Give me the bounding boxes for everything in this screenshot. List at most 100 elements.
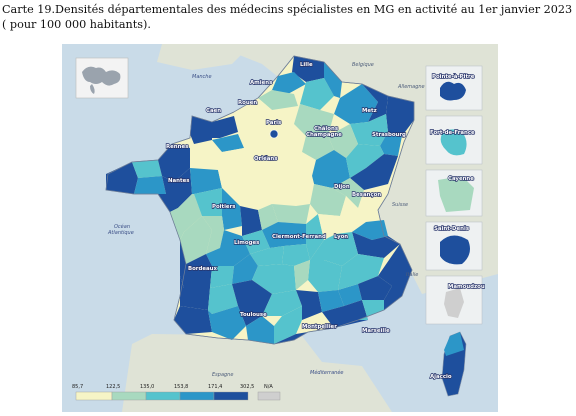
legend-break-3: 135,0 <box>140 384 154 390</box>
region-ardennes <box>324 62 342 98</box>
inset-label-pointe-a-pitre: Pointe-à-Pitre <box>432 73 475 80</box>
region-manche <box>190 116 212 144</box>
region-finistere <box>106 162 138 194</box>
region-dordogne <box>206 230 250 266</box>
map-legend: 85,7 122,5 135,0 153,8 171,4 302,5 N/A <box>72 384 281 401</box>
region-pyrenees-orientales <box>274 332 308 344</box>
inset-label-cayenne: Cayenne <box>448 176 474 182</box>
region-hautes-pyrenees <box>208 306 246 340</box>
city-label-lille: Lille <box>300 62 313 68</box>
legend-break-5: 171,4 <box>208 384 222 390</box>
city-label-bordeaux: Bordeaux <box>188 266 217 272</box>
region-pas-de-calais <box>272 72 306 94</box>
region-tarn <box>262 290 302 316</box>
region-allier <box>272 204 310 224</box>
region-alpes-haute-provence <box>358 276 392 300</box>
region-yonne <box>280 148 316 176</box>
region-haute-garonne <box>232 280 272 326</box>
corsica-north <box>444 332 464 356</box>
region-puy-de-dome <box>262 222 306 248</box>
region-landes <box>180 276 210 310</box>
region-centre <box>218 144 296 206</box>
legend-swatch-5 <box>213 391 249 401</box>
region-jura <box>332 178 364 208</box>
region-lozere <box>294 260 310 290</box>
inset-guyane-shape <box>438 176 474 212</box>
region-charente-maritime <box>180 216 212 264</box>
legend-break-4: 153,8 <box>174 384 188 390</box>
legend-swatch-3 <box>145 391 181 401</box>
region-cantal <box>250 246 284 266</box>
region-gironde <box>180 240 212 288</box>
region-aisne <box>300 78 334 110</box>
city-label-dijon: Dijon <box>334 184 350 190</box>
region-var <box>358 300 384 320</box>
region-hautes-alpes <box>338 254 384 290</box>
region-gard <box>318 290 344 312</box>
sea-label-ocean-line2: Atlantique <box>107 230 134 236</box>
overseas-insets: Pointe-à-Pitre Fort-de-France Cayenne Sa… <box>425 65 486 325</box>
region-creuse <box>258 204 278 230</box>
inset-guadeloupe-shape <box>440 81 466 101</box>
country-label-italie: Italie <box>406 272 418 278</box>
region-vosges <box>350 114 388 146</box>
city-label-orleans: Orléans <box>254 155 277 162</box>
region-herault <box>296 290 322 320</box>
city-label-besancon: Besançon <box>352 192 381 198</box>
city-label-limoges: Limoges <box>234 240 259 246</box>
region-mayenne <box>190 144 214 168</box>
region-aude <box>274 306 302 344</box>
region-loire-atlantique <box>158 168 192 212</box>
region-ille-vilaine <box>158 144 190 182</box>
region-haut-rhin <box>380 132 402 156</box>
region-gers <box>208 284 238 314</box>
region-moselle <box>362 84 388 122</box>
legend-break-1: 85,7 <box>72 384 83 390</box>
city-label-clermont: Clermont-Ferrand <box>272 234 326 240</box>
inset-mayotte-shape <box>444 288 464 318</box>
region-drome-ardeche <box>308 240 342 292</box>
region-bas-rhin <box>386 96 414 136</box>
region-loire <box>306 214 324 260</box>
region-savoie <box>352 232 400 258</box>
inset-martinique-shape <box>440 129 467 156</box>
region-vaucluse <box>338 284 362 306</box>
city-label-metz: Metz <box>362 108 377 114</box>
city-label-chalons-line2: Champagne <box>306 132 342 138</box>
city-label-paris: Paris <box>266 120 281 126</box>
legend-break-6: 302,5 <box>240 384 254 390</box>
city-label-chalons-line1: Châlons <box>314 125 338 132</box>
legend-swatch-1 <box>75 391 113 401</box>
city-label-strasbourg: Strasbourg <box>372 132 406 138</box>
city-label-toulouse: Toulouse <box>240 312 267 318</box>
legend-break-2: 122,5 <box>106 384 120 390</box>
region-haute-savoie <box>352 220 388 240</box>
region-haute-loire <box>282 244 310 266</box>
neighbouring-land-england <box>157 44 252 70</box>
legend-na-label: N/A <box>264 384 273 390</box>
region-ariege <box>246 316 274 344</box>
region-haute-marne <box>328 124 358 158</box>
sea-label-ocean: Océan Atlantique <box>107 223 134 236</box>
city-label-caen: Caen <box>206 108 221 114</box>
region-charente <box>202 216 224 254</box>
map-frame: Pointe-à-Pitre Fort-de-France Cayenne Sa… <box>62 44 498 412</box>
city-label-poitiers: Poitiers <box>212 204 235 210</box>
region-nord <box>292 56 324 82</box>
city-label-rouen: Rouen <box>238 100 257 106</box>
region-somme <box>258 90 298 110</box>
region-deux-sevres <box>194 188 222 216</box>
city-label-montpellier: Montpellier <box>302 324 337 330</box>
region-rhone <box>318 214 340 240</box>
region-cote-or <box>312 150 350 188</box>
country-label-allemagne: Allemagne <box>397 84 425 90</box>
paris-dot <box>269 129 279 139</box>
region-haute-vienne <box>240 206 262 236</box>
city-label-marseille: Marseille <box>362 328 390 334</box>
region-isere <box>324 232 358 266</box>
region-pyrenees-atlantiques <box>174 306 212 334</box>
region-haute-saone <box>346 144 384 178</box>
country-label-espagne: Espagne <box>212 372 233 378</box>
region-bouches-rhone <box>322 300 368 328</box>
mainland-border <box>105 55 415 345</box>
